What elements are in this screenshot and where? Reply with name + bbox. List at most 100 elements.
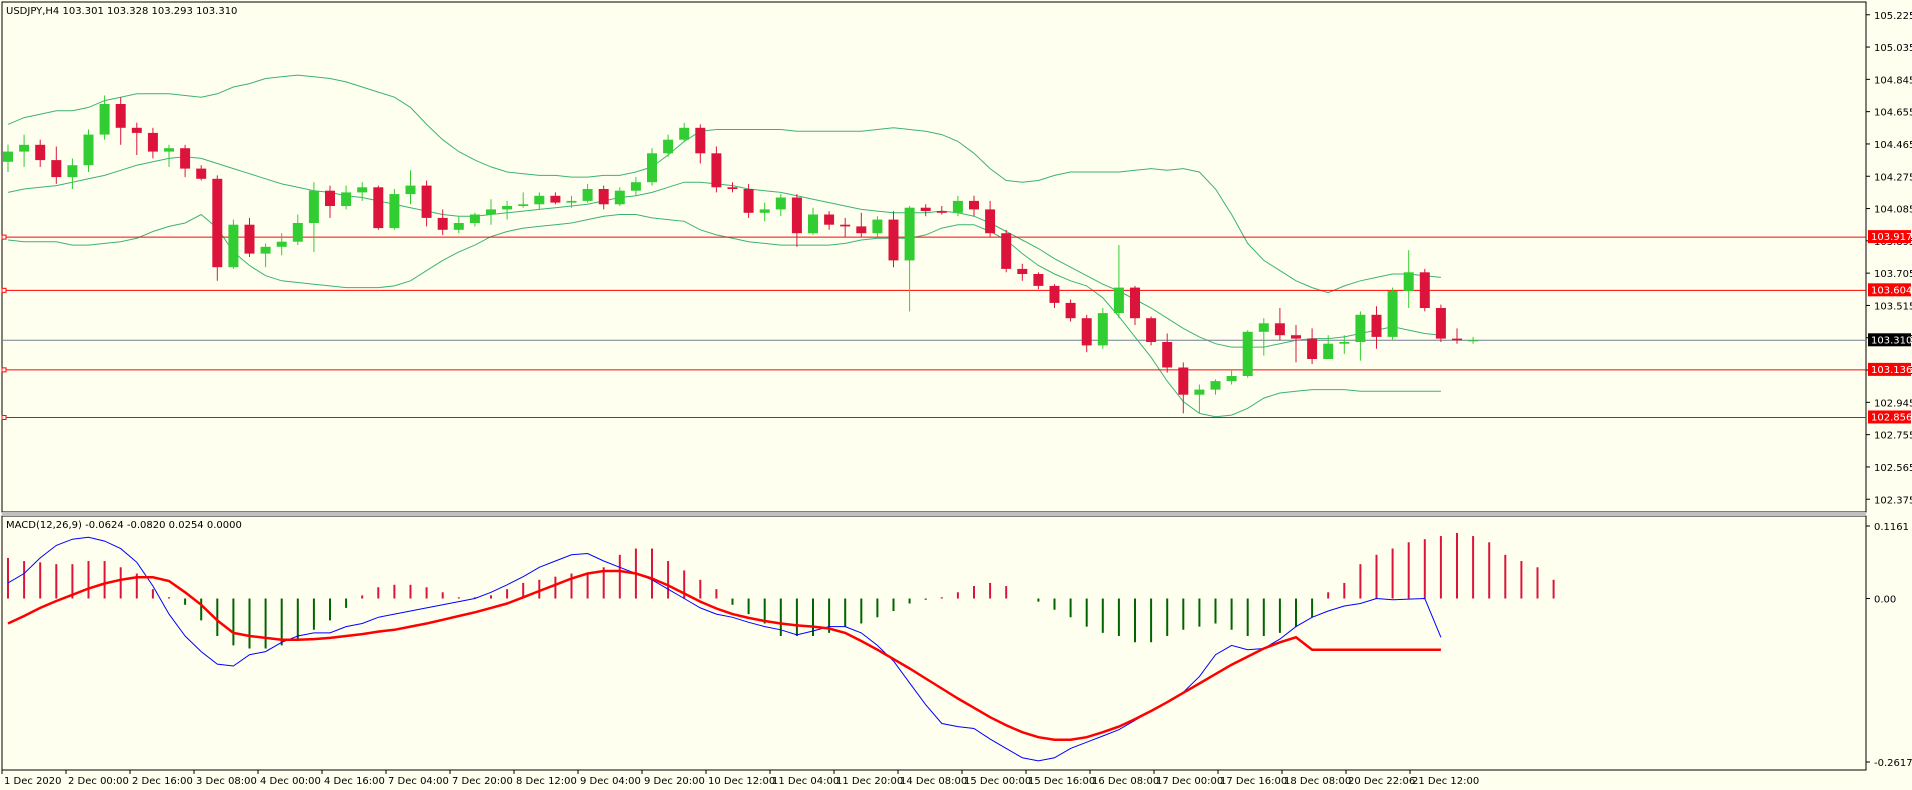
level-price-label: 103.917 bbox=[1871, 232, 1912, 243]
candle-bear bbox=[727, 187, 738, 189]
candle-bull bbox=[614, 190, 625, 205]
time-tick-label: 7 Dec 20:00 bbox=[452, 776, 513, 787]
candle-bear bbox=[1371, 314, 1382, 337]
candle-bull bbox=[357, 187, 368, 193]
candle-bull bbox=[1403, 272, 1414, 291]
macd-axis: 0.1161 0.00 -0.2617 bbox=[1865, 516, 1912, 770]
candle-bull bbox=[308, 190, 319, 223]
candle-bull bbox=[582, 189, 593, 201]
time-tick-label: 2 Dec 00:00 bbox=[68, 776, 129, 787]
candle-bull bbox=[292, 223, 303, 242]
level-price-tag bbox=[1868, 283, 1911, 297]
candle-bull bbox=[67, 165, 78, 178]
candle-bear bbox=[550, 195, 561, 203]
candle-bear bbox=[840, 224, 851, 227]
middle-band-line bbox=[7, 156, 1441, 348]
bid-price-label: 103.310 bbox=[1871, 335, 1912, 346]
candle-bear bbox=[212, 178, 223, 268]
level-handle bbox=[1, 414, 7, 420]
candle-bear bbox=[791, 197, 802, 234]
candle-bear bbox=[51, 160, 62, 178]
panel-separator[interactable] bbox=[2, 512, 1866, 516]
candle-bull bbox=[83, 134, 94, 166]
candle-bear bbox=[1419, 272, 1430, 308]
upper-band-line bbox=[7, 74, 1441, 294]
candle-bear bbox=[1146, 318, 1157, 342]
candle-bear bbox=[1130, 287, 1140, 319]
level-price-tag bbox=[1868, 410, 1911, 424]
candle-bull bbox=[1194, 389, 1205, 395]
level-price-label: 103.604 bbox=[1871, 285, 1912, 296]
candle-bear bbox=[244, 224, 255, 254]
level-price-label: 103.136 bbox=[1871, 365, 1912, 376]
candle-bear bbox=[1307, 338, 1318, 359]
time-tick-label: 17 Dec 16:00 bbox=[1220, 776, 1287, 787]
bollinger-bands bbox=[7, 74, 1441, 418]
candle-bear bbox=[35, 144, 46, 161]
candle-bear bbox=[1001, 233, 1012, 269]
candle-bear bbox=[985, 209, 996, 234]
time-tick-label: 11 Dec 20:00 bbox=[836, 776, 903, 787]
candle-bull bbox=[952, 200, 963, 213]
candle-bear bbox=[1452, 338, 1462, 341]
time-tick-label: 17 Dec 00:00 bbox=[1156, 776, 1223, 787]
time-tick-label: 20 Dec 22:06 bbox=[1348, 776, 1415, 787]
time-tick-label: 16 Dec 08:00 bbox=[1092, 776, 1159, 787]
candle-bear bbox=[1033, 274, 1044, 286]
level-handle bbox=[1, 287, 7, 293]
candle-bull bbox=[1355, 314, 1366, 342]
signal-line bbox=[7, 569, 1441, 741]
time-tick-label: 18 Dec 08:00 bbox=[1284, 776, 1351, 787]
candle-bull bbox=[1210, 381, 1221, 390]
candle-bear bbox=[373, 187, 384, 229]
candle-bull bbox=[1323, 343, 1334, 359]
candle-bear bbox=[1178, 367, 1189, 395]
level-price-tag bbox=[1868, 230, 1911, 244]
time-tick-label: 8 Dec 12:00 bbox=[516, 776, 577, 787]
level-handle bbox=[1, 367, 7, 373]
price-title: USDJPY,H4 103.301 103.328 103.293 103.31… bbox=[6, 6, 237, 17]
level-price-tag bbox=[1868, 362, 1911, 376]
candle-bull bbox=[1226, 376, 1237, 382]
candle-bull bbox=[453, 223, 464, 230]
candle-bull bbox=[1468, 340, 1479, 342]
candle-bear bbox=[437, 217, 448, 230]
time-tick-label: 15 Dec 00:00 bbox=[964, 776, 1031, 787]
bid-price-tag bbox=[1868, 333, 1911, 347]
candle-bull bbox=[808, 214, 818, 234]
macd-tick-label: 0.00 bbox=[1874, 595, 1896, 606]
time-tick-label: 9 Dec 20:00 bbox=[644, 776, 705, 787]
macd-histogram bbox=[7, 532, 1555, 649]
candle-bull bbox=[679, 127, 690, 140]
candle-bear bbox=[421, 185, 432, 218]
candle-bear bbox=[1049, 285, 1060, 303]
price-tick-label: 102.945 bbox=[1874, 398, 1912, 409]
macd-panel[interactable] bbox=[1, 515, 1867, 771]
time-tick-label: 21 Dec 12:00 bbox=[1412, 776, 1479, 787]
time-tick-label: 10 Dec 12:00 bbox=[708, 776, 775, 787]
candle-bear bbox=[1162, 342, 1173, 368]
candle-bull bbox=[663, 139, 674, 154]
time-tick-label: 1 Dec 2020 bbox=[4, 776, 62, 787]
candle-bear bbox=[131, 127, 142, 133]
candle-bull bbox=[260, 246, 271, 254]
candle-bull bbox=[486, 209, 496, 215]
macd-lines bbox=[7, 536, 1442, 762]
candle-bear bbox=[1081, 318, 1092, 346]
price-panel[interactable] bbox=[1, 1, 1867, 513]
price-tick-label: 104.845 bbox=[1874, 75, 1912, 86]
price-tick-label: 105.225 bbox=[1874, 11, 1912, 22]
candle-bull bbox=[1258, 323, 1269, 332]
candle-bear bbox=[598, 189, 609, 205]
lower-band-line bbox=[7, 213, 1441, 418]
candle-bull bbox=[405, 185, 416, 195]
price-tick-label: 104.085 bbox=[1874, 205, 1912, 216]
time-tick-label: 15 Dec 16:00 bbox=[1028, 776, 1095, 787]
candle-bull bbox=[1097, 313, 1108, 346]
price-tick-label: 104.275 bbox=[1874, 172, 1912, 183]
candle-bull bbox=[19, 144, 30, 152]
candle-bear bbox=[711, 153, 722, 188]
candle-bull bbox=[1387, 291, 1398, 337]
time-tick-label: 2 Dec 16:00 bbox=[132, 776, 193, 787]
